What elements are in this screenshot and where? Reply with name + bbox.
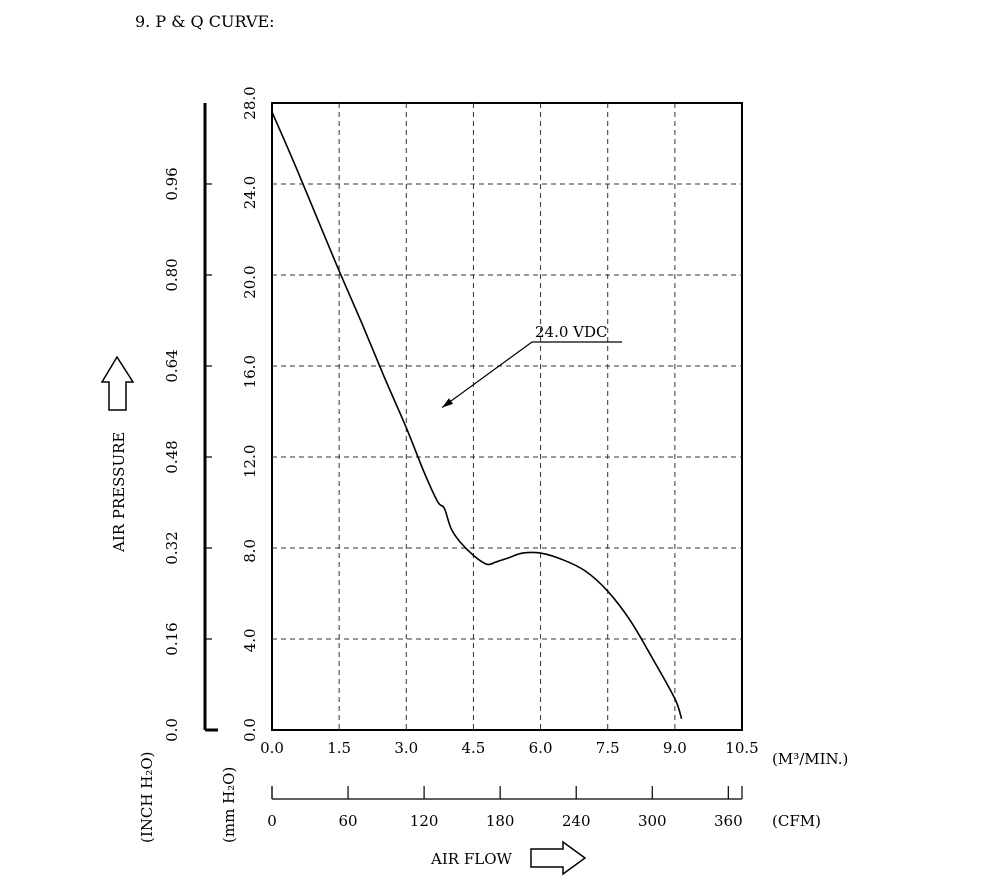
x-tick-label: 10.5 xyxy=(725,739,758,757)
y-tick-mm-label: 28.0 xyxy=(241,86,259,119)
y-tick-inch-label: 0.0 xyxy=(163,718,181,742)
chart-title: 9. P & Q CURVE: xyxy=(135,12,275,31)
annotation-label: 24.0 VDC xyxy=(535,323,608,341)
cfm-tick-label: 240 xyxy=(562,812,591,830)
cfm-tick-label: 180 xyxy=(486,812,515,830)
y-tick-inch-label: 0.80 xyxy=(163,258,181,291)
x-tick-label: 7.5 xyxy=(596,739,620,757)
y-tick-inch-label: 0.64 xyxy=(163,349,181,382)
annotation-arrowhead xyxy=(442,398,454,408)
up-arrow-icon xyxy=(100,355,135,411)
right-arrow-icon xyxy=(530,840,587,876)
y-tick-inch-label: 0.96 xyxy=(163,167,181,200)
y-tick-mm-label: 20.0 xyxy=(241,265,259,298)
curve-annotation: 24.0 VDC xyxy=(441,323,622,409)
x-tick-label: 4.5 xyxy=(461,739,485,757)
series-line-24vdc xyxy=(271,111,683,720)
cfm-tick-label: 300 xyxy=(638,812,667,830)
cfm-tick-label: 360 xyxy=(714,812,743,830)
cfm-tick-label: 120 xyxy=(410,812,439,830)
y-tick-mm-label: 0.0 xyxy=(241,718,259,742)
y-ticks-inch: 0.0 0.16 0.32 0.48 0.64 0.80 0.96 xyxy=(163,167,212,742)
grid-lines xyxy=(272,103,742,730)
y-tick-inch-label: 0.32 xyxy=(163,531,181,564)
y-axis-label: AIR PRESSURE xyxy=(110,432,128,553)
annotation-leader xyxy=(441,341,533,409)
y-tick-mm-label: 16.0 xyxy=(241,355,259,388)
x-unit-primary: (M³/MIN.) xyxy=(772,750,848,768)
x-tick-label: 6.0 xyxy=(529,739,553,757)
x-axis-label: AIR FLOW xyxy=(430,850,512,868)
y-tick-inch-label: 0.16 xyxy=(163,622,181,655)
x-tick-label: 0.0 xyxy=(260,739,284,757)
y-unit-mm: (mm H₂O) xyxy=(220,767,238,843)
y-tick-mm-label: 12.0 xyxy=(241,445,259,478)
cfm-axis-ticks: 0 60 120 180 240 300 360 xyxy=(267,786,743,830)
x-tick-label: 3.0 xyxy=(394,739,418,757)
y-tick-mm-label: 24.0 xyxy=(241,176,259,209)
y-ticks-mm: 0.0 4.0 8.0 12.0 16.0 20.0 24.0 28.0 xyxy=(241,86,259,742)
x-unit-secondary: (CFM) xyxy=(772,812,821,830)
y-tick-mm-label: 8.0 xyxy=(241,539,259,563)
x-tick-label: 9.0 xyxy=(663,739,687,757)
plot-frame xyxy=(271,102,743,731)
x-ticks-m3: 0.0 1.5 3.0 4.5 6.0 7.5 9.0 10.5 xyxy=(260,739,759,757)
cfm-tick-label: 0 xyxy=(267,812,277,830)
y-unit-inch: (INCH H₂O) xyxy=(138,752,156,843)
y-tick-inch-label: 0.48 xyxy=(163,440,181,473)
x-tick-label: 1.5 xyxy=(327,739,351,757)
y-tick-mm-label: 4.0 xyxy=(241,628,259,652)
cfm-tick-label: 60 xyxy=(339,812,358,830)
